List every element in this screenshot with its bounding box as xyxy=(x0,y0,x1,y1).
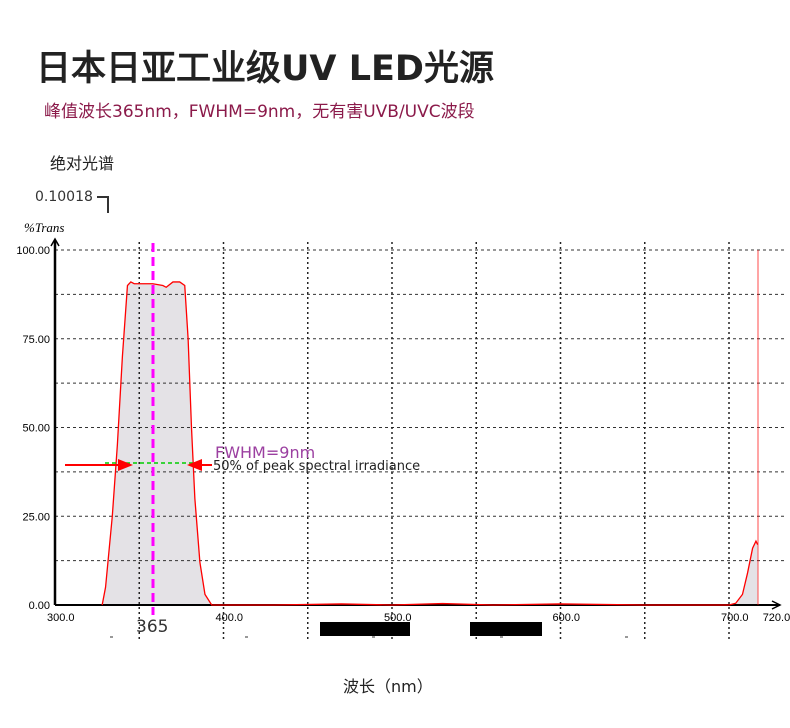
x-tick-label: 500.0 xyxy=(384,612,412,624)
y-tick-label: 0.00 xyxy=(29,600,50,612)
page-title: 日本日亚工业级UV LED光源 xyxy=(36,49,494,89)
y-tick-label: 75.00 xyxy=(22,334,50,346)
y-tick-label: 50.00 xyxy=(22,423,50,435)
half-max-label: 50% of peak spectral irradiance xyxy=(213,459,420,474)
x-tick-label: 700.0 xyxy=(721,612,749,624)
x-tick-label: 300.0 xyxy=(47,612,75,624)
x-tick-label: 720.00 xyxy=(763,612,790,624)
fwhm-arrow-left-head xyxy=(118,459,133,471)
redaction-bar xyxy=(320,622,410,636)
x-axis-arrow xyxy=(771,600,782,610)
series-line xyxy=(101,281,759,606)
x-tick-label: 600.0 xyxy=(553,612,581,624)
y-tick-label: 100.00 xyxy=(16,245,50,257)
y-axis-arrow xyxy=(50,237,60,247)
series-fill xyxy=(102,281,758,605)
x-tick-label: 400.0 xyxy=(216,612,244,624)
chart-label: 绝对光谱 xyxy=(50,154,115,173)
redaction-bar xyxy=(470,622,542,636)
y-tick-label: 25.00 xyxy=(22,511,50,523)
fwhm-label: FWHM=9nm xyxy=(215,443,315,462)
scale-value: 0.10018 xyxy=(35,189,93,205)
scale-bracket xyxy=(97,196,109,213)
peak-marker-label: 365 xyxy=(136,617,168,637)
page-subtitle: 峰值波长365nm，FWHM=9nm，无有害UVB/UVC波段 xyxy=(44,102,475,122)
fwhm-arrow-right-head xyxy=(187,459,202,471)
y-axis-label: %Trans xyxy=(24,220,64,235)
x-axis-label: 波长（nm） xyxy=(343,677,433,696)
